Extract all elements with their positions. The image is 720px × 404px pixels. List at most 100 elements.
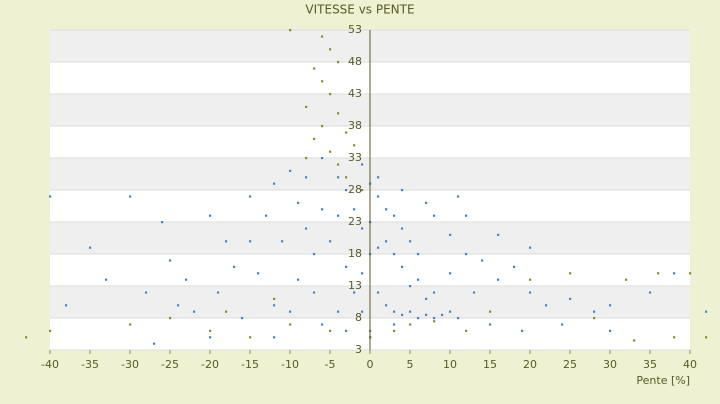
point — [377, 176, 380, 179]
point — [425, 297, 428, 300]
y-tick-label: 3 — [355, 343, 362, 356]
point — [401, 189, 404, 192]
x-tick-label: -5 — [325, 358, 336, 371]
point — [625, 278, 628, 281]
point — [313, 291, 316, 294]
point — [161, 221, 164, 224]
point — [65, 304, 68, 307]
y-tick-label: 13 — [348, 279, 362, 292]
point — [129, 323, 132, 326]
point — [401, 227, 404, 230]
point — [385, 208, 388, 211]
point — [529, 246, 532, 249]
point — [49, 195, 52, 198]
point — [449, 272, 452, 275]
point — [353, 291, 356, 294]
x-tick-label: -25 — [161, 358, 179, 371]
point — [393, 323, 396, 326]
point — [25, 336, 28, 339]
point — [689, 272, 692, 275]
x-tick-label: 25 — [563, 358, 577, 371]
point — [273, 336, 276, 339]
point — [249, 240, 252, 243]
point — [433, 320, 436, 323]
point — [417, 278, 420, 281]
point — [329, 329, 332, 332]
point — [489, 323, 492, 326]
point — [209, 214, 212, 217]
point — [265, 214, 268, 217]
point — [377, 246, 380, 249]
point — [329, 240, 332, 243]
point — [401, 313, 404, 316]
x-tick-label: 5 — [407, 358, 414, 371]
point — [497, 233, 500, 236]
point — [497, 278, 500, 281]
point — [321, 125, 324, 128]
point — [273, 182, 276, 185]
point — [209, 329, 212, 332]
point — [153, 342, 156, 345]
point — [433, 214, 436, 217]
x-tick-label: 0 — [367, 358, 374, 371]
point — [425, 201, 428, 204]
point — [313, 253, 316, 256]
x-axis-label: Pente [%] — [636, 374, 690, 387]
point — [129, 195, 132, 198]
point — [657, 272, 660, 275]
point — [545, 304, 548, 307]
point — [409, 310, 412, 313]
point — [169, 317, 172, 320]
point — [673, 272, 676, 275]
point — [609, 304, 612, 307]
point — [705, 310, 708, 313]
point — [345, 189, 348, 192]
point — [289, 29, 292, 32]
point — [321, 35, 324, 38]
point — [305, 105, 308, 108]
point — [569, 297, 572, 300]
point — [433, 291, 436, 294]
point — [273, 297, 276, 300]
point — [289, 323, 292, 326]
point — [313, 137, 316, 140]
point — [249, 195, 252, 198]
point — [337, 176, 340, 179]
x-tick-label: -10 — [281, 358, 299, 371]
point — [393, 310, 396, 313]
point — [489, 310, 492, 313]
point — [321, 323, 324, 326]
point — [257, 272, 260, 275]
y-tick-label: 8 — [355, 311, 362, 324]
y-tick-label: 18 — [348, 247, 362, 260]
point — [313, 67, 316, 70]
point — [705, 336, 708, 339]
point — [353, 208, 356, 211]
point — [337, 61, 340, 64]
point — [105, 278, 108, 281]
x-tick-label: 10 — [443, 358, 457, 371]
point — [361, 310, 364, 313]
point — [361, 227, 364, 230]
point — [145, 291, 148, 294]
point — [377, 291, 380, 294]
point — [449, 310, 452, 313]
point — [305, 227, 308, 230]
point — [329, 93, 332, 96]
point — [609, 329, 612, 332]
x-tick-label: -15 — [241, 358, 259, 371]
point — [441, 313, 444, 316]
point — [249, 336, 252, 339]
y-tick-label: 43 — [348, 87, 362, 100]
point — [345, 329, 348, 332]
y-tick-label: 33 — [348, 151, 362, 164]
point — [337, 163, 340, 166]
y-tick-label: 23 — [348, 215, 362, 228]
point — [409, 285, 412, 288]
point — [225, 310, 228, 313]
x-tick-label: 20 — [523, 358, 537, 371]
chart-title: VITESSE vs PENTE — [305, 3, 414, 17]
point — [305, 157, 308, 160]
point — [465, 329, 468, 332]
point — [233, 265, 236, 268]
